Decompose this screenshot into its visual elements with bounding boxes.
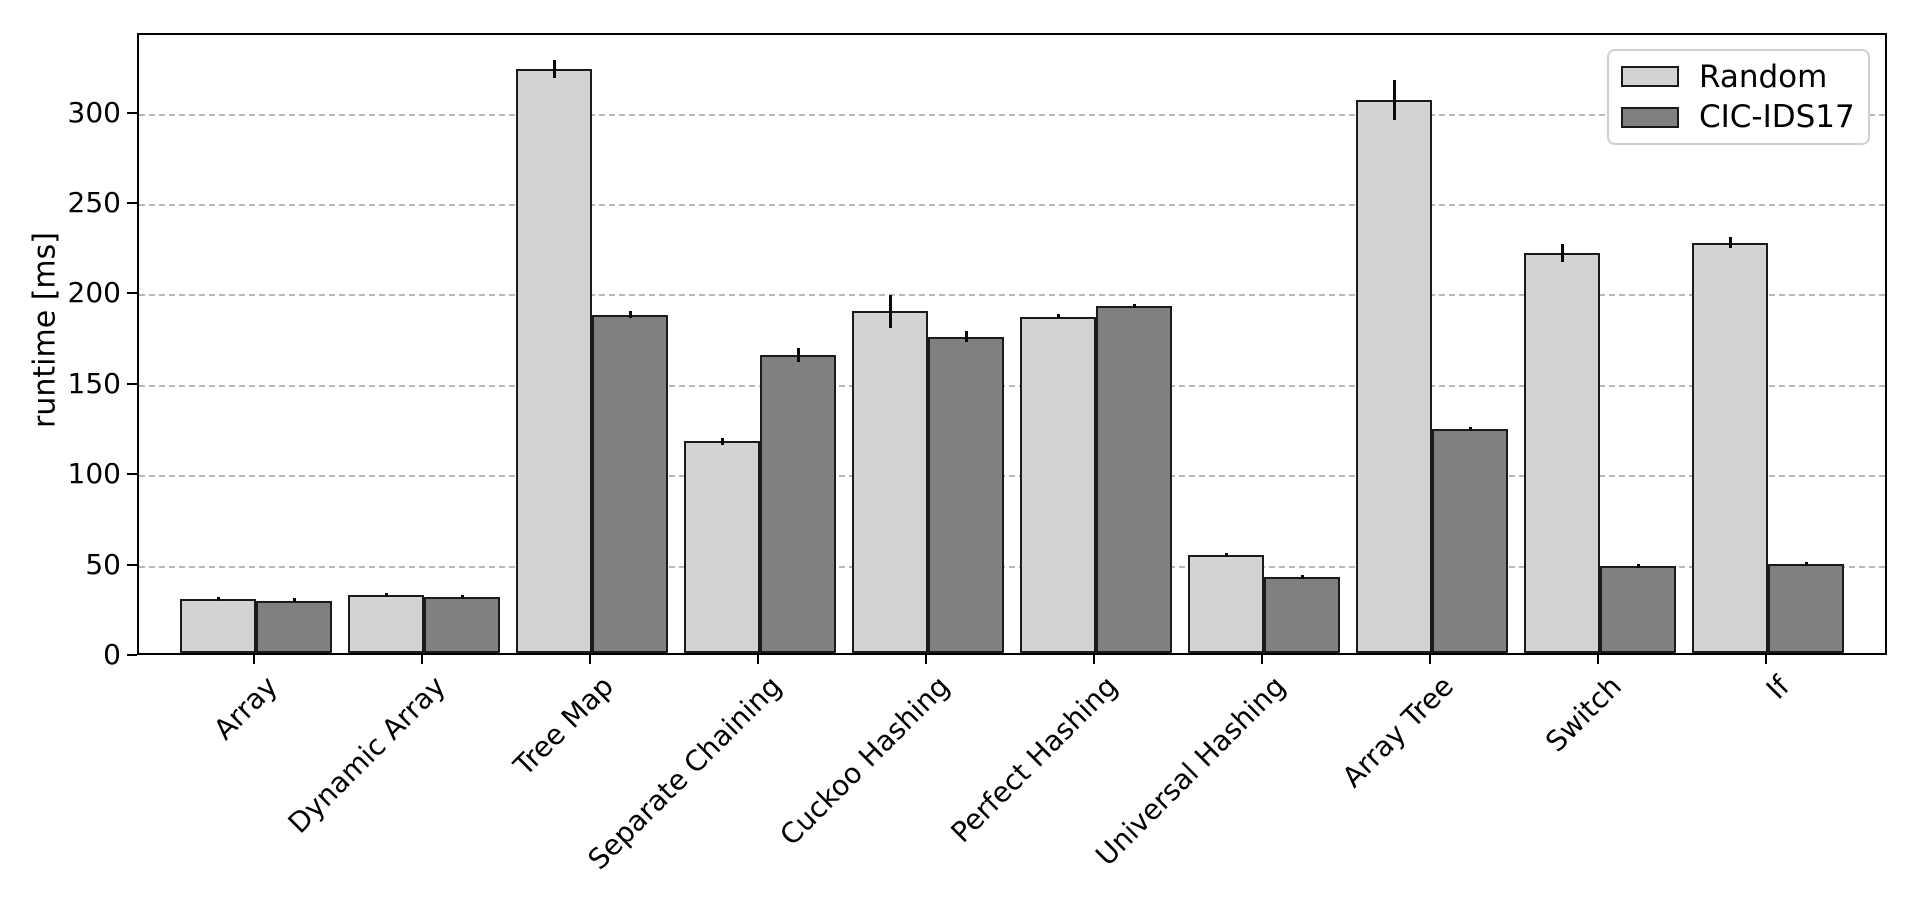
x-tick-label-3: Separate Chaining [581, 669, 788, 877]
bar-cic-ids17-7 [1432, 429, 1508, 653]
error-bar-random-9 [1728, 237, 1732, 248]
x-tick-0 [253, 655, 255, 664]
y-tick-300 [127, 111, 137, 114]
legend-label-random: Random [1699, 58, 1828, 95]
error-bar-cic-ids17-2 [628, 311, 632, 318]
y-tick-label-50: 50 [85, 547, 121, 581]
error-bar-random-7 [1392, 80, 1396, 120]
gridline-200 [139, 294, 1885, 297]
y-tick-150 [127, 382, 137, 385]
error-bar-cic-ids17-1 [460, 595, 464, 599]
gridline-250 [139, 203, 1885, 206]
error-bar-cic-ids17-6 [1300, 575, 1304, 579]
x-tick-1 [421, 655, 423, 664]
error-bar-random-5 [1056, 314, 1060, 318]
plot-area [137, 33, 1887, 655]
x-tick-7 [1429, 655, 1431, 664]
y-tick-label-200: 200 [67, 276, 121, 310]
y-tick-label-0: 0 [103, 638, 121, 671]
bar-cic-ids17-8 [1600, 566, 1676, 653]
y-tick-label-100: 100 [67, 457, 121, 491]
y-tick-200 [127, 292, 137, 295]
bar-cic-ids17-4 [928, 337, 1004, 653]
error-bar-cic-ids17-5 [1132, 304, 1136, 308]
bar-random-9 [1692, 243, 1768, 653]
x-tick-label-1: Dynamic Array [281, 669, 452, 840]
y-tick-label-300: 300 [67, 95, 121, 129]
x-tick-label-7: Array Tree [1335, 669, 1460, 794]
bar-random-4 [852, 311, 928, 653]
error-bar-cic-ids17-3 [796, 348, 800, 362]
x-tick-2 [589, 655, 591, 664]
x-tick-3 [757, 655, 759, 664]
legend-swatch-random [1621, 66, 1679, 88]
x-tick-label-4: Cuckoo Hashing [773, 669, 956, 852]
error-bar-random-6 [1224, 553, 1228, 557]
error-bar-random-0 [216, 597, 220, 601]
error-bar-random-2 [552, 60, 556, 78]
legend-swatch-cic-ids17 [1621, 106, 1679, 128]
legend-item-cic-ids17: CIC-IDS17 [1621, 100, 1868, 134]
bar-cic-ids17-9 [1768, 564, 1844, 653]
y-tick-label-250: 250 [67, 185, 121, 219]
x-tick-label-5: Perfect Hashing [944, 669, 1124, 850]
error-bar-cic-ids17-9 [1804, 562, 1808, 566]
x-tick-4 [925, 655, 927, 664]
x-tick-6 [1261, 655, 1263, 664]
y-tick-label-150: 150 [67, 366, 121, 400]
y-tick-0 [127, 654, 137, 656]
error-bar-random-1 [384, 593, 388, 597]
bar-random-0 [180, 599, 256, 653]
bar-cic-ids17-6 [1264, 577, 1340, 653]
error-bar-random-4 [888, 295, 892, 328]
gridline-50 [139, 565, 1885, 568]
y-tick-100 [127, 473, 137, 476]
error-bar-random-8 [1560, 244, 1564, 262]
error-bar-cic-ids17-4 [964, 331, 968, 342]
x-tick-label-8: Switch [1539, 669, 1628, 759]
y-tick-250 [127, 201, 137, 204]
bar-random-6 [1188, 555, 1264, 653]
bar-cic-ids17-3 [760, 355, 836, 653]
y-tick-50 [127, 563, 137, 566]
error-bar-cic-ids17-7 [1468, 427, 1472, 431]
bar-random-3 [684, 441, 760, 653]
gridline-150 [139, 384, 1885, 387]
bar-cic-ids17-2 [592, 315, 668, 653]
bar-cic-ids17-0 [256, 601, 332, 653]
bar-random-1 [348, 595, 424, 653]
x-tick-label-2: Tree Map [507, 669, 620, 783]
bar-random-8 [1524, 253, 1600, 653]
bar-random-5 [1020, 317, 1096, 653]
bar-random-7 [1356, 100, 1432, 653]
gridline-300 [139, 113, 1885, 116]
x-tick-label-6: Universal Hashing [1089, 669, 1292, 873]
legend: Random CIC-IDS17 [1607, 49, 1870, 145]
error-bar-cic-ids17-0 [292, 598, 296, 602]
x-tick-5 [1093, 655, 1095, 664]
bar-cic-ids17-1 [424, 597, 500, 653]
x-tick-label-9: If [1759, 669, 1796, 706]
legend-label-cic-ids17: CIC-IDS17 [1699, 99, 1855, 136]
error-bar-cic-ids17-8 [1636, 564, 1640, 568]
error-bar-random-3 [720, 438, 724, 445]
gridline-100 [139, 475, 1885, 478]
x-tick-label-0: Array [207, 669, 284, 747]
x-tick-8 [1597, 655, 1599, 664]
bar-random-2 [516, 69, 592, 653]
x-tick-9 [1765, 655, 1767, 664]
bar-cic-ids17-5 [1096, 306, 1172, 653]
legend-item-random: Random [1621, 60, 1868, 94]
